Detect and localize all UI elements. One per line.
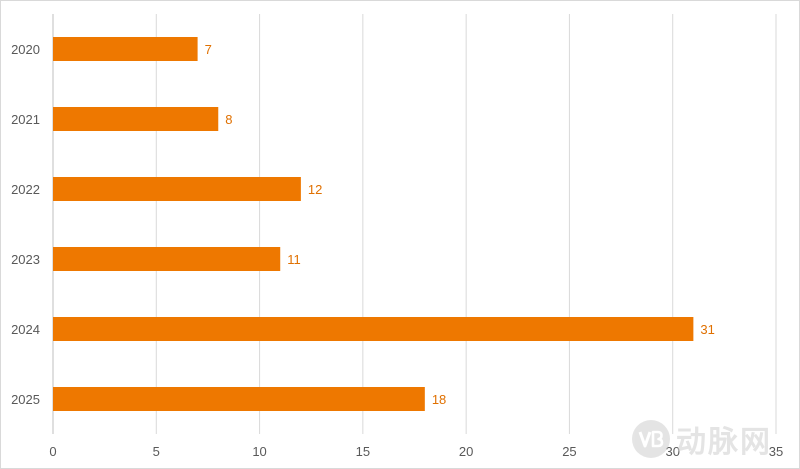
bar [53,387,425,411]
data-label: 18 [432,392,446,407]
data-label: 11 [287,252,301,267]
grid-lines [52,14,777,434]
watermark-logo-icon [632,420,670,458]
x-tick-label: 5 [153,444,160,459]
x-tick-label: 0 [49,444,56,459]
x-tick-label: 20 [459,444,473,459]
category-label: 2025 [11,392,40,407]
category-label: 2023 [11,252,40,267]
category-label: 2021 [11,112,40,127]
bar [53,37,198,61]
category-label: 2020 [11,42,40,57]
data-label: 31 [700,322,714,337]
data-label: 8 [225,112,232,127]
data-label: 7 [205,42,212,57]
bar [53,107,219,131]
bar [53,317,694,341]
bars [53,37,694,411]
bar [53,177,301,201]
x-tick-label: 25 [562,444,576,459]
data-label: 12 [308,182,322,197]
x-tick-label: 30 [665,444,679,459]
x-tick-label: 35 [769,444,783,459]
bar [53,247,281,271]
category-label: 2022 [11,182,40,197]
watermark: 动脉网 [632,419,772,460]
watermark-text: 动脉网 [676,425,772,460]
category-label: 2024 [11,322,40,337]
x-tick-label: 10 [252,444,266,459]
x-tick-label: 15 [356,444,370,459]
